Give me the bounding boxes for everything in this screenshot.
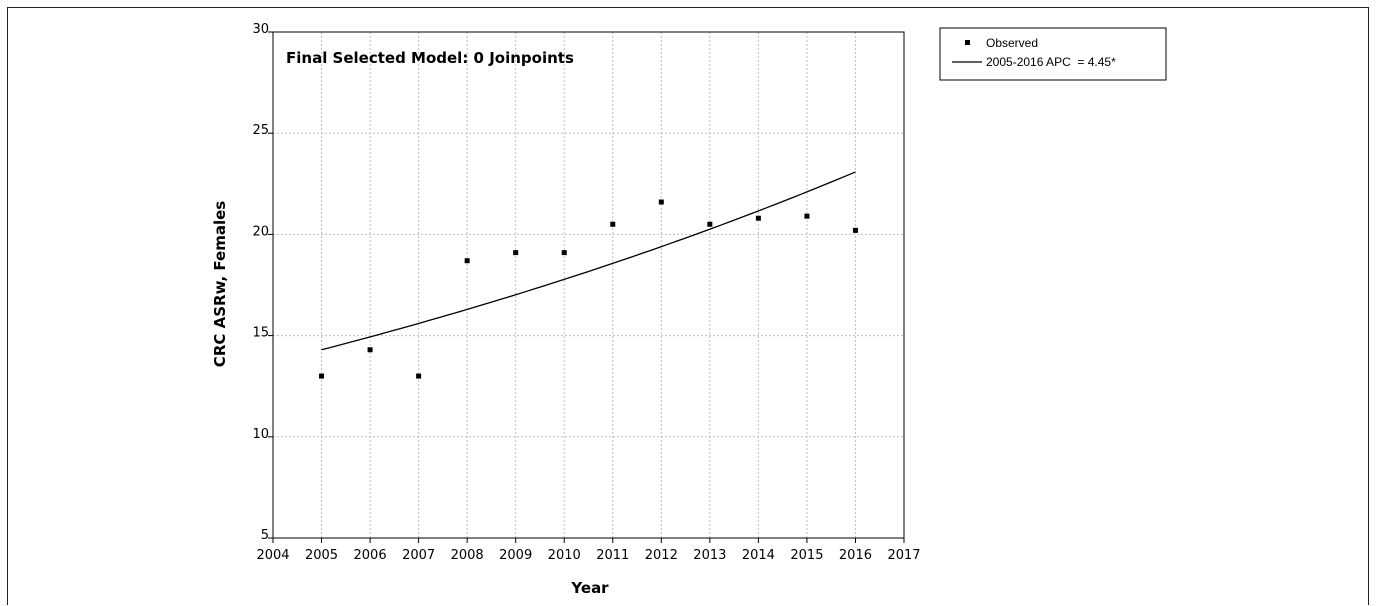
axis-ticks [268, 31, 905, 543]
observed-point [852, 227, 858, 233]
observed-point [561, 250, 567, 256]
observed-point [367, 347, 373, 353]
observed-point [319, 373, 325, 379]
x-tick-label: 2005 [305, 548, 338, 563]
x-axis-label: Year [570, 579, 609, 597]
legend-observed-marker [965, 40, 970, 45]
x-tick-label: 2014 [742, 548, 775, 563]
y-tick-labels: 5 10 15 20 25 30 [252, 22, 269, 543]
y-axis-label: CRC ASRw, Females [211, 201, 229, 367]
x-tick-label: 2015 [790, 548, 823, 563]
legend: Observed 2005-2016 APC = 4.45* [939, 27, 1167, 81]
y-tick-label: 10 [252, 427, 269, 442]
figure-frame [7, 7, 1369, 605]
x-tick-label: 2011 [596, 548, 629, 563]
plot-area [272, 31, 905, 539]
legend-fit-label: 2005-2016 APC = 4.45* [986, 55, 1116, 69]
x-tick-label: 2006 [354, 548, 387, 563]
legend-box [939, 27, 1167, 81]
observed-point [804, 213, 810, 219]
grid-lines [273, 32, 904, 538]
observed-points [319, 199, 858, 379]
x-tick-label: 2017 [887, 548, 920, 563]
legend-observed-label: Observed [986, 36, 1038, 50]
y-tick-label: 5 [261, 528, 269, 543]
x-tick-label: 2016 [839, 548, 872, 563]
x-tick-label: 2004 [256, 548, 289, 563]
observed-point [707, 221, 713, 227]
observed-point [658, 199, 664, 205]
observed-point [513, 250, 519, 256]
fit-line [321, 171, 856, 351]
x-tick-label: 2008 [451, 548, 484, 563]
observed-point [416, 373, 422, 379]
x-tick-label: 2012 [645, 548, 678, 563]
x-tick-labels: 2004 2005 2006 2007 2008 2009 2010 2011 2012 2013… [256, 548, 920, 563]
x-tick-label: 2013 [693, 548, 726, 563]
y-tick-label: 30 [252, 22, 269, 37]
y-tick-label: 15 [252, 326, 269, 341]
y-tick-label: 25 [252, 123, 269, 138]
x-tick-label: 2009 [499, 548, 532, 563]
x-tick-label: 2010 [548, 548, 581, 563]
observed-point [464, 258, 470, 264]
observed-point [755, 215, 761, 221]
observed-point [610, 221, 616, 227]
x-tick-label: 2007 [402, 548, 435, 563]
chart-title: Final Selected Model: 0 Joinpoints [286, 49, 574, 67]
y-tick-label: 20 [252, 224, 269, 239]
